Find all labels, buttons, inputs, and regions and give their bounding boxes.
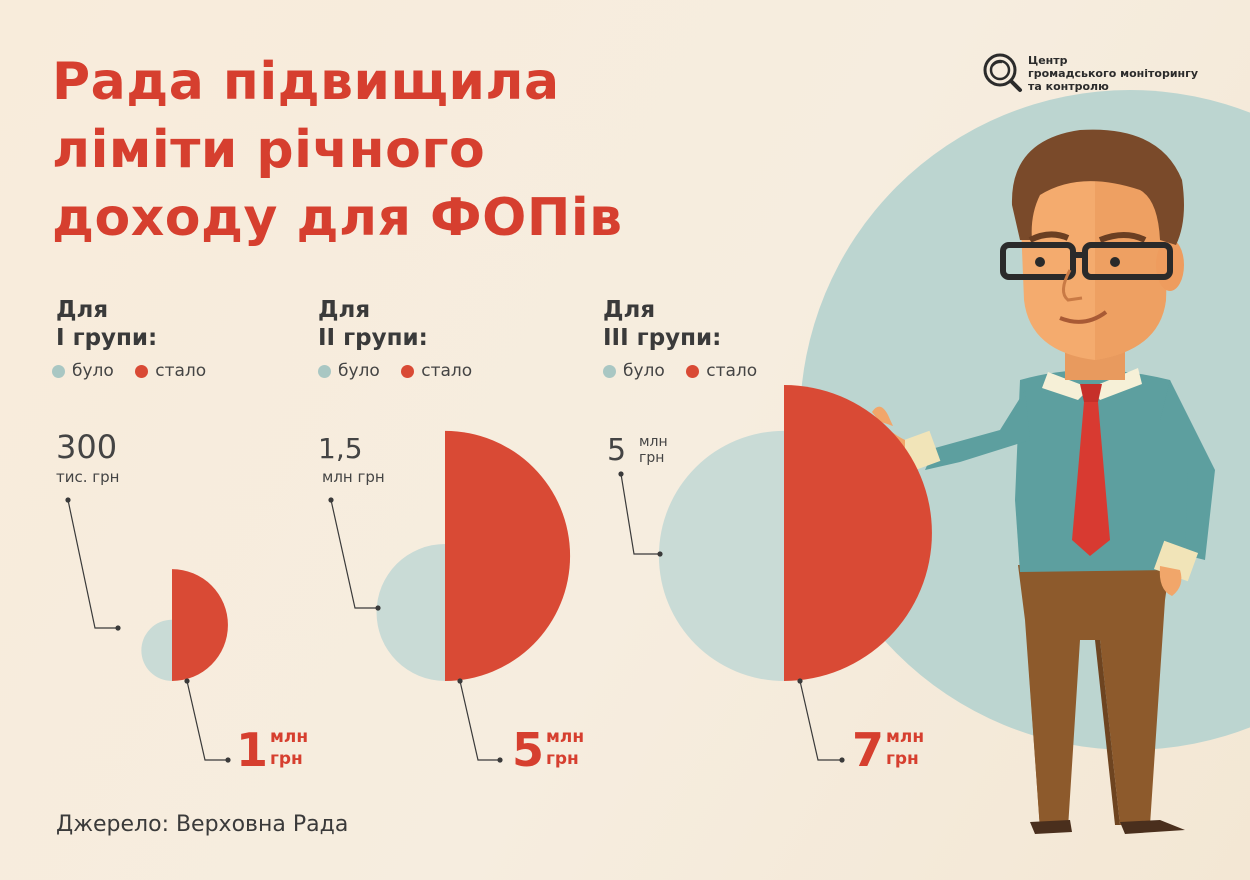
logo-line-3: та контролю xyxy=(1028,80,1109,93)
title-line-2: ліміти річного xyxy=(52,120,486,180)
group-1-after-leader xyxy=(186,680,228,761)
group-1-before-value: 300 xyxy=(56,428,117,466)
group-3-after-leader xyxy=(799,680,842,761)
group-3-before-leader-end xyxy=(657,551,663,557)
group-2-after-leader xyxy=(459,680,500,761)
after-dot-icon xyxy=(401,364,415,378)
after-dot-icon xyxy=(135,364,149,378)
legend-before-label: було xyxy=(72,361,114,381)
after-dot-icon xyxy=(686,364,700,378)
legend-after-label: стало xyxy=(706,361,758,381)
before-dot-icon xyxy=(603,364,616,378)
logo-line-2: громадського моніторингу xyxy=(1028,67,1199,80)
magnifier-eye-icon xyxy=(983,53,1022,92)
group-3-after-leader-dot xyxy=(797,678,803,684)
group-3-heading: Для III групи: xyxy=(603,296,721,352)
group-2-legend: було стало xyxy=(318,361,488,381)
legend-before-label: було xyxy=(623,361,665,381)
legend-after-label: стало xyxy=(155,361,207,381)
source-note: Джерело: Верховна Рада xyxy=(56,812,349,837)
group-3-before-unit-2: грн xyxy=(639,450,664,466)
group-1-before-leader-end xyxy=(115,625,121,631)
group-2-before-leader-dot xyxy=(328,497,334,503)
group-3-after-value: 7 xyxy=(852,723,884,777)
group-3-after-semicircle xyxy=(784,385,932,681)
legend-item-after: стало xyxy=(686,361,757,381)
legend-item-after: стало xyxy=(135,361,206,381)
group-3-after-unit-2: грн xyxy=(886,749,919,769)
group-1-after-unit-1: млн xyxy=(270,727,308,747)
group-3-legend: було стало xyxy=(603,361,773,381)
legend-item-before: було xyxy=(603,361,665,381)
group-1-after-leader-end xyxy=(225,757,231,763)
group-2-after-unit-1: млн xyxy=(546,727,584,747)
logo: Центр громадського моніторингу та контро… xyxy=(982,52,1212,96)
group-1-after-value: 1 xyxy=(236,723,268,777)
group-3-before-leader-dot xyxy=(618,471,624,477)
group-2-after-semicircle xyxy=(445,430,571,681)
legend-item-after: стало xyxy=(401,361,472,381)
group-2-after-leader-end xyxy=(497,757,503,763)
logo-text: Центр громадського моніторингу та контро… xyxy=(1028,54,1198,93)
group-3-after-leader-end xyxy=(839,757,845,763)
group-1-after-unit-2: грн xyxy=(270,749,303,769)
group-3-heading-line-1: Для xyxy=(603,297,656,323)
logo-line-1: Центр xyxy=(1028,54,1068,67)
group-2-heading: Для II групи: xyxy=(318,296,428,352)
group-2-after-leader-dot xyxy=(457,678,463,684)
group-2-before-semicircle xyxy=(376,543,445,681)
legend-before-label: було xyxy=(338,361,380,381)
group-3-heading-line-2: III групи: xyxy=(603,325,722,351)
group-3-before-leader xyxy=(620,473,660,555)
group-2-after-unit-2: грн xyxy=(546,749,579,769)
page-title: Рада підвищила ліміти річного доходу для… xyxy=(52,48,623,252)
group-2-before-unit: млн грн xyxy=(322,468,385,486)
group-1-heading-line-2: I групи: xyxy=(56,325,158,351)
group-3-before-semicircle xyxy=(658,430,784,681)
group-1-before-unit: тис. грн xyxy=(56,468,119,486)
group-1-before-leader xyxy=(67,499,118,629)
legend-item-before: було xyxy=(52,361,114,381)
title-line-1: Рада підвищила xyxy=(52,52,560,112)
group-1-legend: було стало xyxy=(52,361,222,381)
group-2-after-value: 5 xyxy=(512,723,544,777)
group-1-heading-line-1: Для xyxy=(56,297,109,323)
legend-after-label: стало xyxy=(421,361,473,381)
group-3-before-unit-1: млн xyxy=(639,434,668,450)
group-1-before-semicircle xyxy=(141,619,172,681)
before-dot-icon xyxy=(52,364,65,378)
before-dot-icon xyxy=(318,364,331,378)
group-1-heading: Для I групи: xyxy=(56,296,157,352)
group-3-after-unit-1: млн xyxy=(886,727,924,747)
group-3-before-value: 5 xyxy=(607,433,626,468)
group-2-heading-line-1: Для xyxy=(318,297,371,323)
group-2-before-value: 1,5 xyxy=(318,432,363,465)
group-1-after-leader-dot xyxy=(184,678,190,684)
group-2-heading-line-2: II групи: xyxy=(318,325,428,351)
group-2-before-leader-end xyxy=(375,605,381,611)
title-line-3: доходу для ФОПів xyxy=(52,188,623,248)
group-1-before-leader-dot xyxy=(65,497,71,503)
group-1-after-semicircle xyxy=(172,569,228,681)
legend-item-before: було xyxy=(318,361,380,381)
group-2-before-leader xyxy=(330,499,378,609)
